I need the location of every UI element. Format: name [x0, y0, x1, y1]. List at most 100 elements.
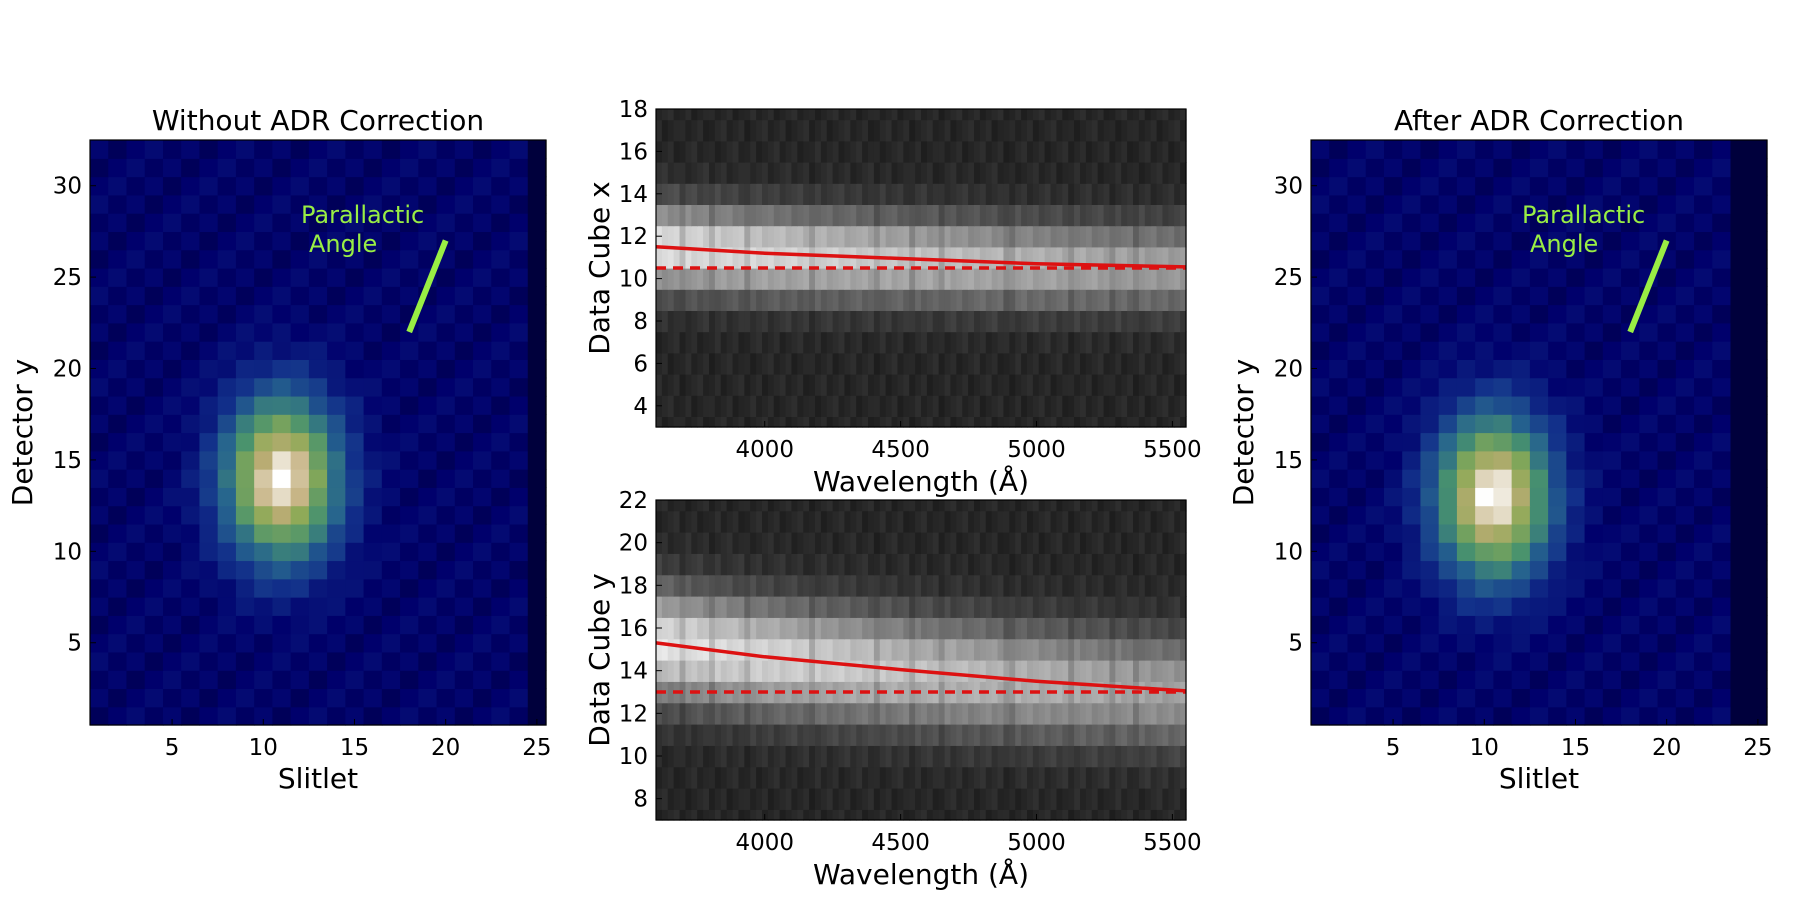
- spectrum-cell: [979, 374, 987, 396]
- spectrum-cell: [1062, 532, 1069, 554]
- spectrum-cell: [703, 119, 710, 142]
- spectrum-cell: [785, 788, 793, 810]
- spectrum-cell: [832, 766, 840, 789]
- pixel: [1712, 597, 1732, 616]
- panel-data-cube-y: 4000 4500 5000 5500810121416182022Wavelengt…: [583, 488, 1202, 891]
- spectrum-cell: [1138, 204, 1146, 227]
- pixel: [1748, 213, 1768, 233]
- spectrum-cell: [909, 574, 916, 597]
- spectrum-cell: [797, 331, 804, 354]
- pixel: [126, 615, 146, 635]
- pixel: [436, 651, 456, 671]
- x-tick-label: 5000: [1007, 830, 1066, 856]
- spectrum-cell: [697, 246, 704, 269]
- spectrum-cell: [873, 745, 881, 768]
- spectrum-cell: [979, 809, 987, 821]
- pixel: [162, 194, 182, 214]
- pixel: [1311, 706, 1330, 726]
- pixel: [454, 359, 474, 379]
- spectrum-cell: [744, 745, 751, 768]
- spectrum-cell: [962, 119, 969, 142]
- pixel: [436, 213, 456, 233]
- spectrum-cell: [1074, 374, 1081, 396]
- spectrum-cell: [1109, 246, 1116, 269]
- spectrum-cell: [1027, 395, 1034, 417]
- spectrum-cell: [1115, 374, 1122, 396]
- spectrum-cell: [1015, 331, 1022, 354]
- spectrum-cell: [1032, 352, 1040, 375]
- spectrum-cell: [1027, 183, 1034, 205]
- spectrum-cell: [709, 724, 716, 746]
- pixel: [1602, 304, 1622, 324]
- spectrum-cell: [809, 395, 816, 417]
- spectrum-cell: [991, 702, 999, 725]
- pixel: [1639, 651, 1659, 671]
- spectrum-cell: [1027, 268, 1034, 290]
- pixel: [1675, 140, 1695, 159]
- pixel: [308, 505, 328, 525]
- spectrum-cell: [1080, 788, 1087, 810]
- spectrum-cell: [726, 500, 734, 512]
- spectrum-cell: [868, 574, 875, 597]
- spectrum-cell: [1056, 183, 1063, 205]
- spectrum-cell: [1109, 268, 1116, 290]
- spectrum-cell: [1085, 416, 1093, 428]
- pixel: [272, 395, 292, 415]
- pixel: [1694, 395, 1713, 415]
- spectrum-cell: [974, 204, 981, 227]
- spectrum-cell: [991, 395, 999, 417]
- spectrum-cell: [1150, 352, 1158, 375]
- spectrum-cell: [962, 225, 969, 248]
- spectrum-cell: [732, 109, 740, 121]
- spectrum-cell: [1156, 660, 1164, 682]
- spectrum-cell: [938, 500, 946, 512]
- spectrum-cell: [950, 532, 957, 554]
- spectrum-cell: [785, 617, 793, 640]
- pixel: [181, 341, 201, 360]
- pixel: [1548, 688, 1567, 708]
- pixel: [1566, 395, 1586, 415]
- spectrum-cell: [1062, 416, 1069, 428]
- spectrum-cell: [750, 681, 757, 704]
- spectrum-cell: [885, 225, 893, 248]
- pixel: [1329, 395, 1349, 415]
- spectrum-cell: [968, 553, 975, 576]
- spectrum-cell: [1121, 246, 1128, 269]
- spectrum-cell: [838, 510, 846, 533]
- pixel: [126, 322, 146, 342]
- spectrum-cell: [1074, 702, 1081, 725]
- pixel: [1329, 304, 1349, 324]
- spectrum-cell: [767, 225, 775, 248]
- pixel: [1365, 542, 1385, 562]
- spectrum-cell: [750, 510, 757, 533]
- spectrum-cell: [685, 395, 692, 417]
- pixel: [491, 706, 511, 726]
- spectrum-cell: [738, 724, 745, 746]
- spectrum-cell: [1133, 352, 1140, 375]
- spectrum-cell: [891, 617, 899, 640]
- spectrum-cell: [997, 660, 1005, 682]
- spectrum-cell: [991, 724, 999, 746]
- spectrum-cell: [938, 374, 946, 396]
- spectrum-cell: [1038, 553, 1046, 576]
- spectrum-cell: [921, 638, 928, 661]
- pixel: [1602, 395, 1622, 415]
- pixel: [1621, 194, 1640, 214]
- spectrum-cell: [1074, 788, 1081, 810]
- spectrum-cell: [891, 638, 899, 661]
- spectrum-cell: [1056, 310, 1063, 333]
- spectrum-cell: [997, 702, 1005, 725]
- spectrum-cell: [1109, 532, 1116, 554]
- pixel: [1639, 377, 1659, 397]
- spectrum-cell: [738, 395, 745, 417]
- pixel: [1438, 615, 1458, 635]
- spectrum-cell: [691, 225, 698, 248]
- spectrum-cell: [897, 788, 904, 810]
- spectrum-cell: [1044, 352, 1052, 375]
- spectrum-cell: [1174, 140, 1181, 163]
- spectrum-cell: [832, 204, 840, 227]
- pixel: [1621, 651, 1640, 671]
- spectrum-cell: [1056, 225, 1063, 248]
- spectrum-cell: [1156, 574, 1164, 597]
- pixel: [126, 359, 146, 379]
